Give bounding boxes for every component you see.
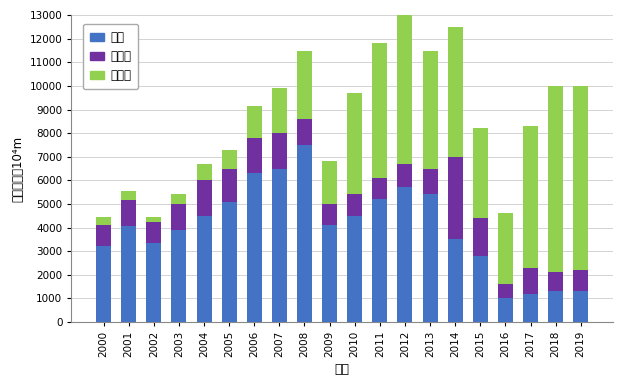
Bar (322, 204, 337, 225)
Bar (473, 218, 488, 256)
Bar (373, 178, 388, 199)
Bar (246, 173, 262, 322)
Bar (498, 213, 513, 284)
Y-axis label: 钒井进尺／10⁴m: 钒井进尺／10⁴m (11, 135, 24, 202)
Bar (246, 138, 262, 173)
Bar (146, 222, 162, 243)
Bar (272, 168, 287, 322)
Bar (373, 43, 388, 178)
Bar (573, 270, 588, 291)
Bar (297, 119, 312, 145)
Bar (347, 216, 363, 322)
Bar (523, 126, 538, 268)
Bar (96, 225, 111, 247)
Bar (422, 195, 437, 322)
Bar (447, 157, 463, 239)
Bar (548, 291, 563, 322)
Bar (297, 51, 312, 119)
Bar (447, 239, 463, 322)
Bar (498, 284, 513, 298)
Bar (473, 128, 488, 218)
Bar (422, 51, 437, 168)
Bar (373, 199, 388, 322)
Bar (172, 230, 187, 322)
Bar (272, 133, 287, 168)
Bar (272, 88, 287, 133)
Bar (96, 217, 111, 225)
Bar (447, 27, 463, 157)
Bar (222, 202, 236, 322)
Bar (197, 216, 212, 322)
Bar (397, 164, 412, 187)
Bar (473, 256, 488, 322)
Bar (146, 217, 162, 222)
Bar (121, 226, 136, 322)
Bar (523, 294, 538, 322)
Bar (397, 10, 412, 164)
Bar (172, 195, 187, 204)
Bar (397, 187, 412, 322)
Bar (197, 164, 212, 180)
Bar (322, 225, 337, 322)
Bar (347, 93, 363, 195)
Bar (222, 150, 236, 168)
Bar (96, 247, 111, 322)
Bar (222, 168, 236, 202)
Bar (548, 272, 563, 291)
Bar (523, 268, 538, 294)
Legend: 直井, 定向井, 水平井: 直井, 定向井, 水平井 (83, 24, 138, 89)
Bar (573, 291, 588, 322)
Bar (121, 200, 136, 226)
Bar (246, 106, 262, 138)
Bar (197, 180, 212, 216)
Bar (548, 86, 563, 272)
Bar (422, 168, 437, 195)
X-axis label: 年份: 年份 (334, 363, 349, 376)
Bar (172, 204, 187, 230)
Bar (573, 86, 588, 270)
Bar (322, 161, 337, 204)
Bar (347, 195, 363, 216)
Bar (121, 191, 136, 200)
Bar (297, 145, 312, 322)
Bar (146, 243, 162, 322)
Bar (498, 298, 513, 322)
